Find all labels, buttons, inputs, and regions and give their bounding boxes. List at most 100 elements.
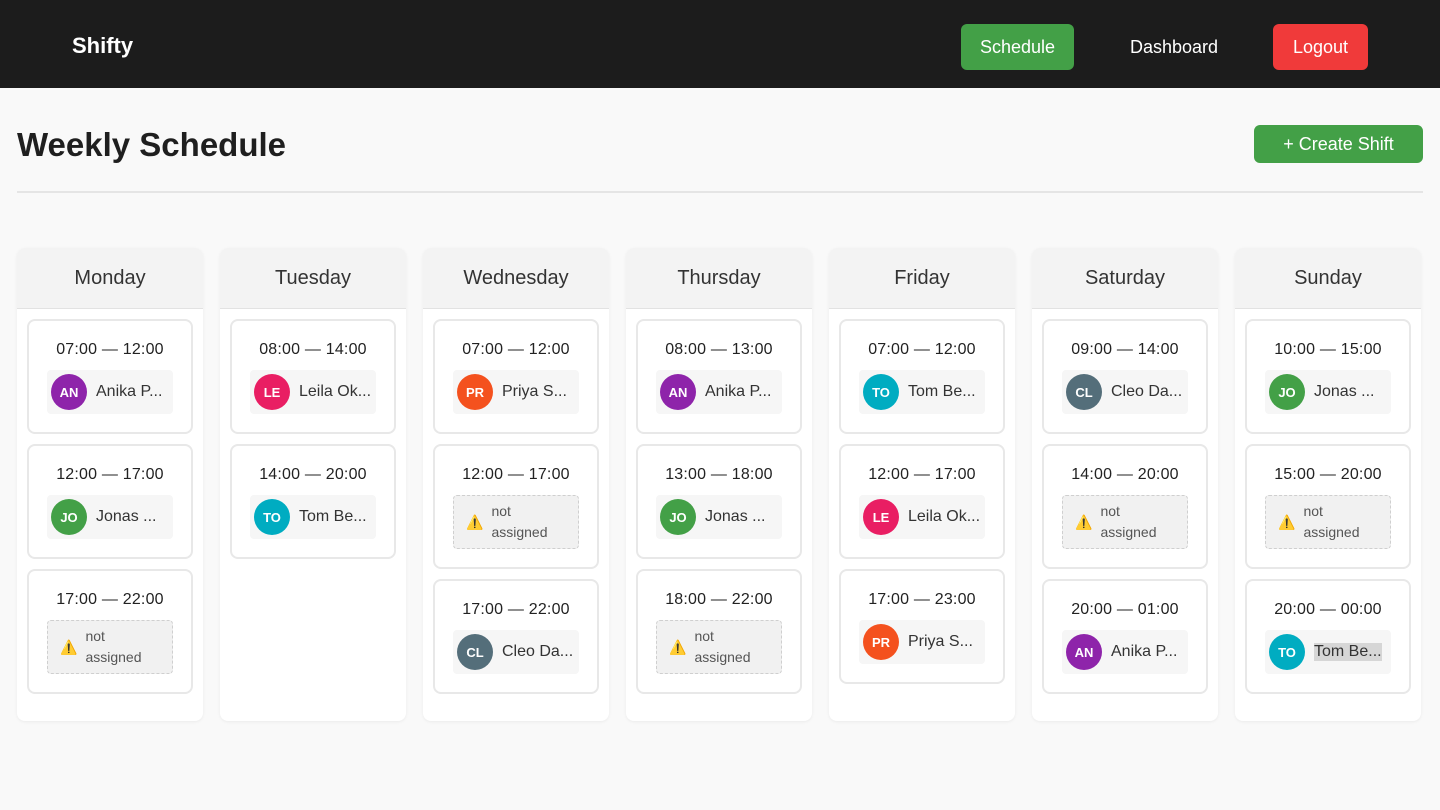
- shift-card[interactable]: 17:00 — 22:00 CL Cleo Da...: [433, 579, 599, 694]
- avatar: CL: [457, 634, 493, 670]
- avatar: AN: [660, 374, 696, 410]
- shift-card[interactable]: 13:00 — 18:00 JO Jonas ...: [636, 444, 802, 559]
- assignee-name: Cleo Da...: [502, 643, 574, 660]
- shift-card[interactable]: 09:00 — 14:00 CL Cleo Da...: [1042, 319, 1208, 434]
- assignee-chip[interactable]: JO Jonas ...: [47, 495, 173, 539]
- shift-time: 10:00 — 15:00: [1274, 341, 1382, 358]
- shift-list: 07:00 — 12:00 AN Anika P... 12:00 — 17:00 JO…: [17, 309, 203, 694]
- create-shift-button[interactable]: + Create Shift: [1254, 125, 1423, 163]
- shift-time: 14:00 — 20:00: [259, 466, 367, 483]
- shift-card[interactable]: 14:00 — 20:00 ⚠️ not assigned: [1042, 444, 1208, 569]
- shift-list: 07:00 — 12:00 TO Tom Be... 12:00 — 17:00 LE L…: [829, 309, 1015, 684]
- warning-icon: ⚠️: [60, 638, 78, 655]
- shift-card[interactable]: 07:00 — 12:00 TO Tom Be...: [839, 319, 1005, 434]
- avatar: PR: [457, 374, 493, 410]
- assignee-chip[interactable]: JO Jonas ...: [1265, 370, 1391, 414]
- avatar: JO: [1269, 374, 1305, 410]
- shift-card[interactable]: 17:00 — 23:00 PR Priya S...: [839, 569, 1005, 684]
- shift-card[interactable]: 15:00 — 20:00 ⚠️ not assigned: [1245, 444, 1411, 569]
- day-header: Friday: [829, 248, 1015, 309]
- assignee-chip[interactable]: AN Anika P...: [656, 370, 782, 414]
- day-column-saturday: Saturday 09:00 — 14:00 CL Cleo Da... 14:00 —…: [1032, 248, 1218, 721]
- assignee-chip[interactable]: AN Anika P...: [1062, 630, 1188, 674]
- assignee-name: Jonas ...: [1314, 383, 1375, 400]
- shift-card[interactable]: 10:00 — 15:00 JO Jonas ...: [1245, 319, 1411, 434]
- assignee-chip[interactable]: AN Anika P...: [47, 370, 173, 414]
- shift-list: 08:00 — 14:00 LE Leila Ok... 14:00 — 20:00 T…: [220, 309, 406, 559]
- shift-card[interactable]: 07:00 — 12:00 PR Priya S...: [433, 319, 599, 434]
- avatar: TO: [863, 374, 899, 410]
- unassigned-placeholder[interactable]: ⚠️ not assigned: [453, 495, 579, 549]
- shift-time: 14:00 — 20:00: [1071, 466, 1179, 483]
- shift-time: 09:00 — 14:00: [1071, 341, 1179, 358]
- day-column-monday: Monday 07:00 — 12:00 AN Anika P... 12:00 — 1…: [17, 248, 203, 721]
- avatar: CL: [1066, 374, 1102, 410]
- assignee-chip[interactable]: CL Cleo Da...: [1062, 370, 1188, 414]
- unassigned-label: not assigned: [85, 628, 142, 665]
- assignee-chip[interactable]: JO Jonas ...: [656, 495, 782, 539]
- avatar: LE: [863, 499, 899, 535]
- shift-card[interactable]: 12:00 — 17:00 LE Leila Ok...: [839, 444, 1005, 559]
- avatar: TO: [1269, 634, 1305, 670]
- shift-list: 07:00 — 12:00 PR Priya S... 12:00 — 17:00 ⚠️…: [423, 309, 609, 694]
- assignee-name: Tom Be...: [299, 508, 367, 525]
- shift-card[interactable]: 12:00 — 17:00 JO Jonas ...: [27, 444, 193, 559]
- nav-dashboard-button[interactable]: Dashboard: [1129, 36, 1219, 57]
- assignee-name: Leila Ok...: [908, 508, 981, 525]
- warning-icon: ⚠️: [1075, 513, 1093, 530]
- shift-card[interactable]: 08:00 — 14:00 LE Leila Ok...: [230, 319, 396, 434]
- shift-card[interactable]: 17:00 — 22:00 ⚠️ not assigned: [27, 569, 193, 694]
- assignee-chip[interactable]: TO Tom Be...: [859, 370, 985, 414]
- day-column-friday: Friday 07:00 — 12:00 TO Tom Be... 12:00 — 17…: [829, 248, 1015, 721]
- shift-card[interactable]: 12:00 — 17:00 ⚠️ not assigned: [433, 444, 599, 569]
- shift-card[interactable]: 14:00 — 20:00 TO Tom Be...: [230, 444, 396, 559]
- shift-card[interactable]: 20:00 — 00:00 TO Tom Be...: [1245, 579, 1411, 694]
- shift-time: 12:00 — 17:00: [56, 466, 164, 483]
- logout-button[interactable]: Logout: [1273, 24, 1368, 70]
- assignee-name: Anika P...: [705, 383, 772, 400]
- shift-card[interactable]: 18:00 — 22:00 ⚠️ not assigned: [636, 569, 802, 694]
- assignee-chip[interactable]: TO Tom Be...: [1265, 630, 1391, 674]
- day-header: Sunday: [1235, 248, 1421, 309]
- unassigned-label: not assigned: [1303, 503, 1360, 540]
- shift-list: 09:00 — 14:00 CL Cleo Da... 14:00 — 20:00 ⚠️…: [1032, 309, 1218, 694]
- assignee-chip[interactable]: LE Leila Ok...: [250, 370, 376, 414]
- day-header: Tuesday: [220, 248, 406, 309]
- day-header: Thursday: [626, 248, 812, 309]
- unassigned-label: not assigned: [491, 503, 548, 540]
- shift-time: 12:00 — 17:00: [462, 466, 570, 483]
- week-grid: Monday 07:00 — 12:00 AN Anika P... 12:00 — 1…: [17, 248, 1423, 721]
- assignee-chip[interactable]: LE Leila Ok...: [859, 495, 985, 539]
- unassigned-placeholder[interactable]: ⚠️ not assigned: [656, 620, 782, 674]
- day-header: Wednesday: [423, 248, 609, 309]
- day-column-tuesday: Tuesday 08:00 — 14:00 LE Leila Ok... 14:00 —…: [220, 248, 406, 721]
- nav-schedule-button[interactable]: Schedule: [961, 24, 1074, 70]
- shift-time: 07:00 — 12:00: [868, 341, 976, 358]
- shift-time: 08:00 — 13:00: [665, 341, 773, 358]
- shift-time: 07:00 — 12:00: [56, 341, 164, 358]
- shift-time: 18:00 — 22:00: [665, 591, 773, 608]
- assignee-name: Priya S...: [502, 383, 567, 400]
- shift-card[interactable]: 20:00 — 01:00 AN Anika P...: [1042, 579, 1208, 694]
- shift-time: 17:00 — 23:00: [868, 591, 976, 608]
- unassigned-placeholder[interactable]: ⚠️ not assigned: [1062, 495, 1188, 549]
- assignee-name: Tom Be...: [1314, 643, 1382, 661]
- shift-card[interactable]: 08:00 — 13:00 AN Anika P...: [636, 319, 802, 434]
- shift-card[interactable]: 07:00 — 12:00 AN Anika P...: [27, 319, 193, 434]
- day-column-thursday: Thursday 08:00 — 13:00 AN Anika P... 13:00 —…: [626, 248, 812, 721]
- assignee-name: Anika P...: [1111, 643, 1178, 660]
- day-column-sunday: Sunday 10:00 — 15:00 JO Jonas ... 15:00 — 20…: [1235, 248, 1421, 721]
- brand-logo[interactable]: Shifty: [72, 33, 134, 58]
- assignee-name: Cleo Da...: [1111, 383, 1183, 400]
- assignee-chip[interactable]: TO Tom Be...: [250, 495, 376, 539]
- shift-list: 08:00 — 13:00 AN Anika P... 13:00 — 18:00 JO…: [626, 309, 812, 694]
- assignee-name: Priya S...: [908, 633, 973, 650]
- assignee-chip[interactable]: PR Priya S...: [859, 620, 985, 664]
- assignee-chip[interactable]: CL Cleo Da...: [453, 630, 579, 674]
- unassigned-placeholder[interactable]: ⚠️ not assigned: [47, 620, 173, 674]
- page-title: Weekly Schedule: [17, 126, 287, 163]
- assignee-name: Jonas ...: [96, 508, 157, 525]
- shift-time: 08:00 — 14:00: [259, 341, 367, 358]
- unassigned-placeholder[interactable]: ⚠️ not assigned: [1265, 495, 1391, 549]
- assignee-chip[interactable]: PR Priya S...: [453, 370, 579, 414]
